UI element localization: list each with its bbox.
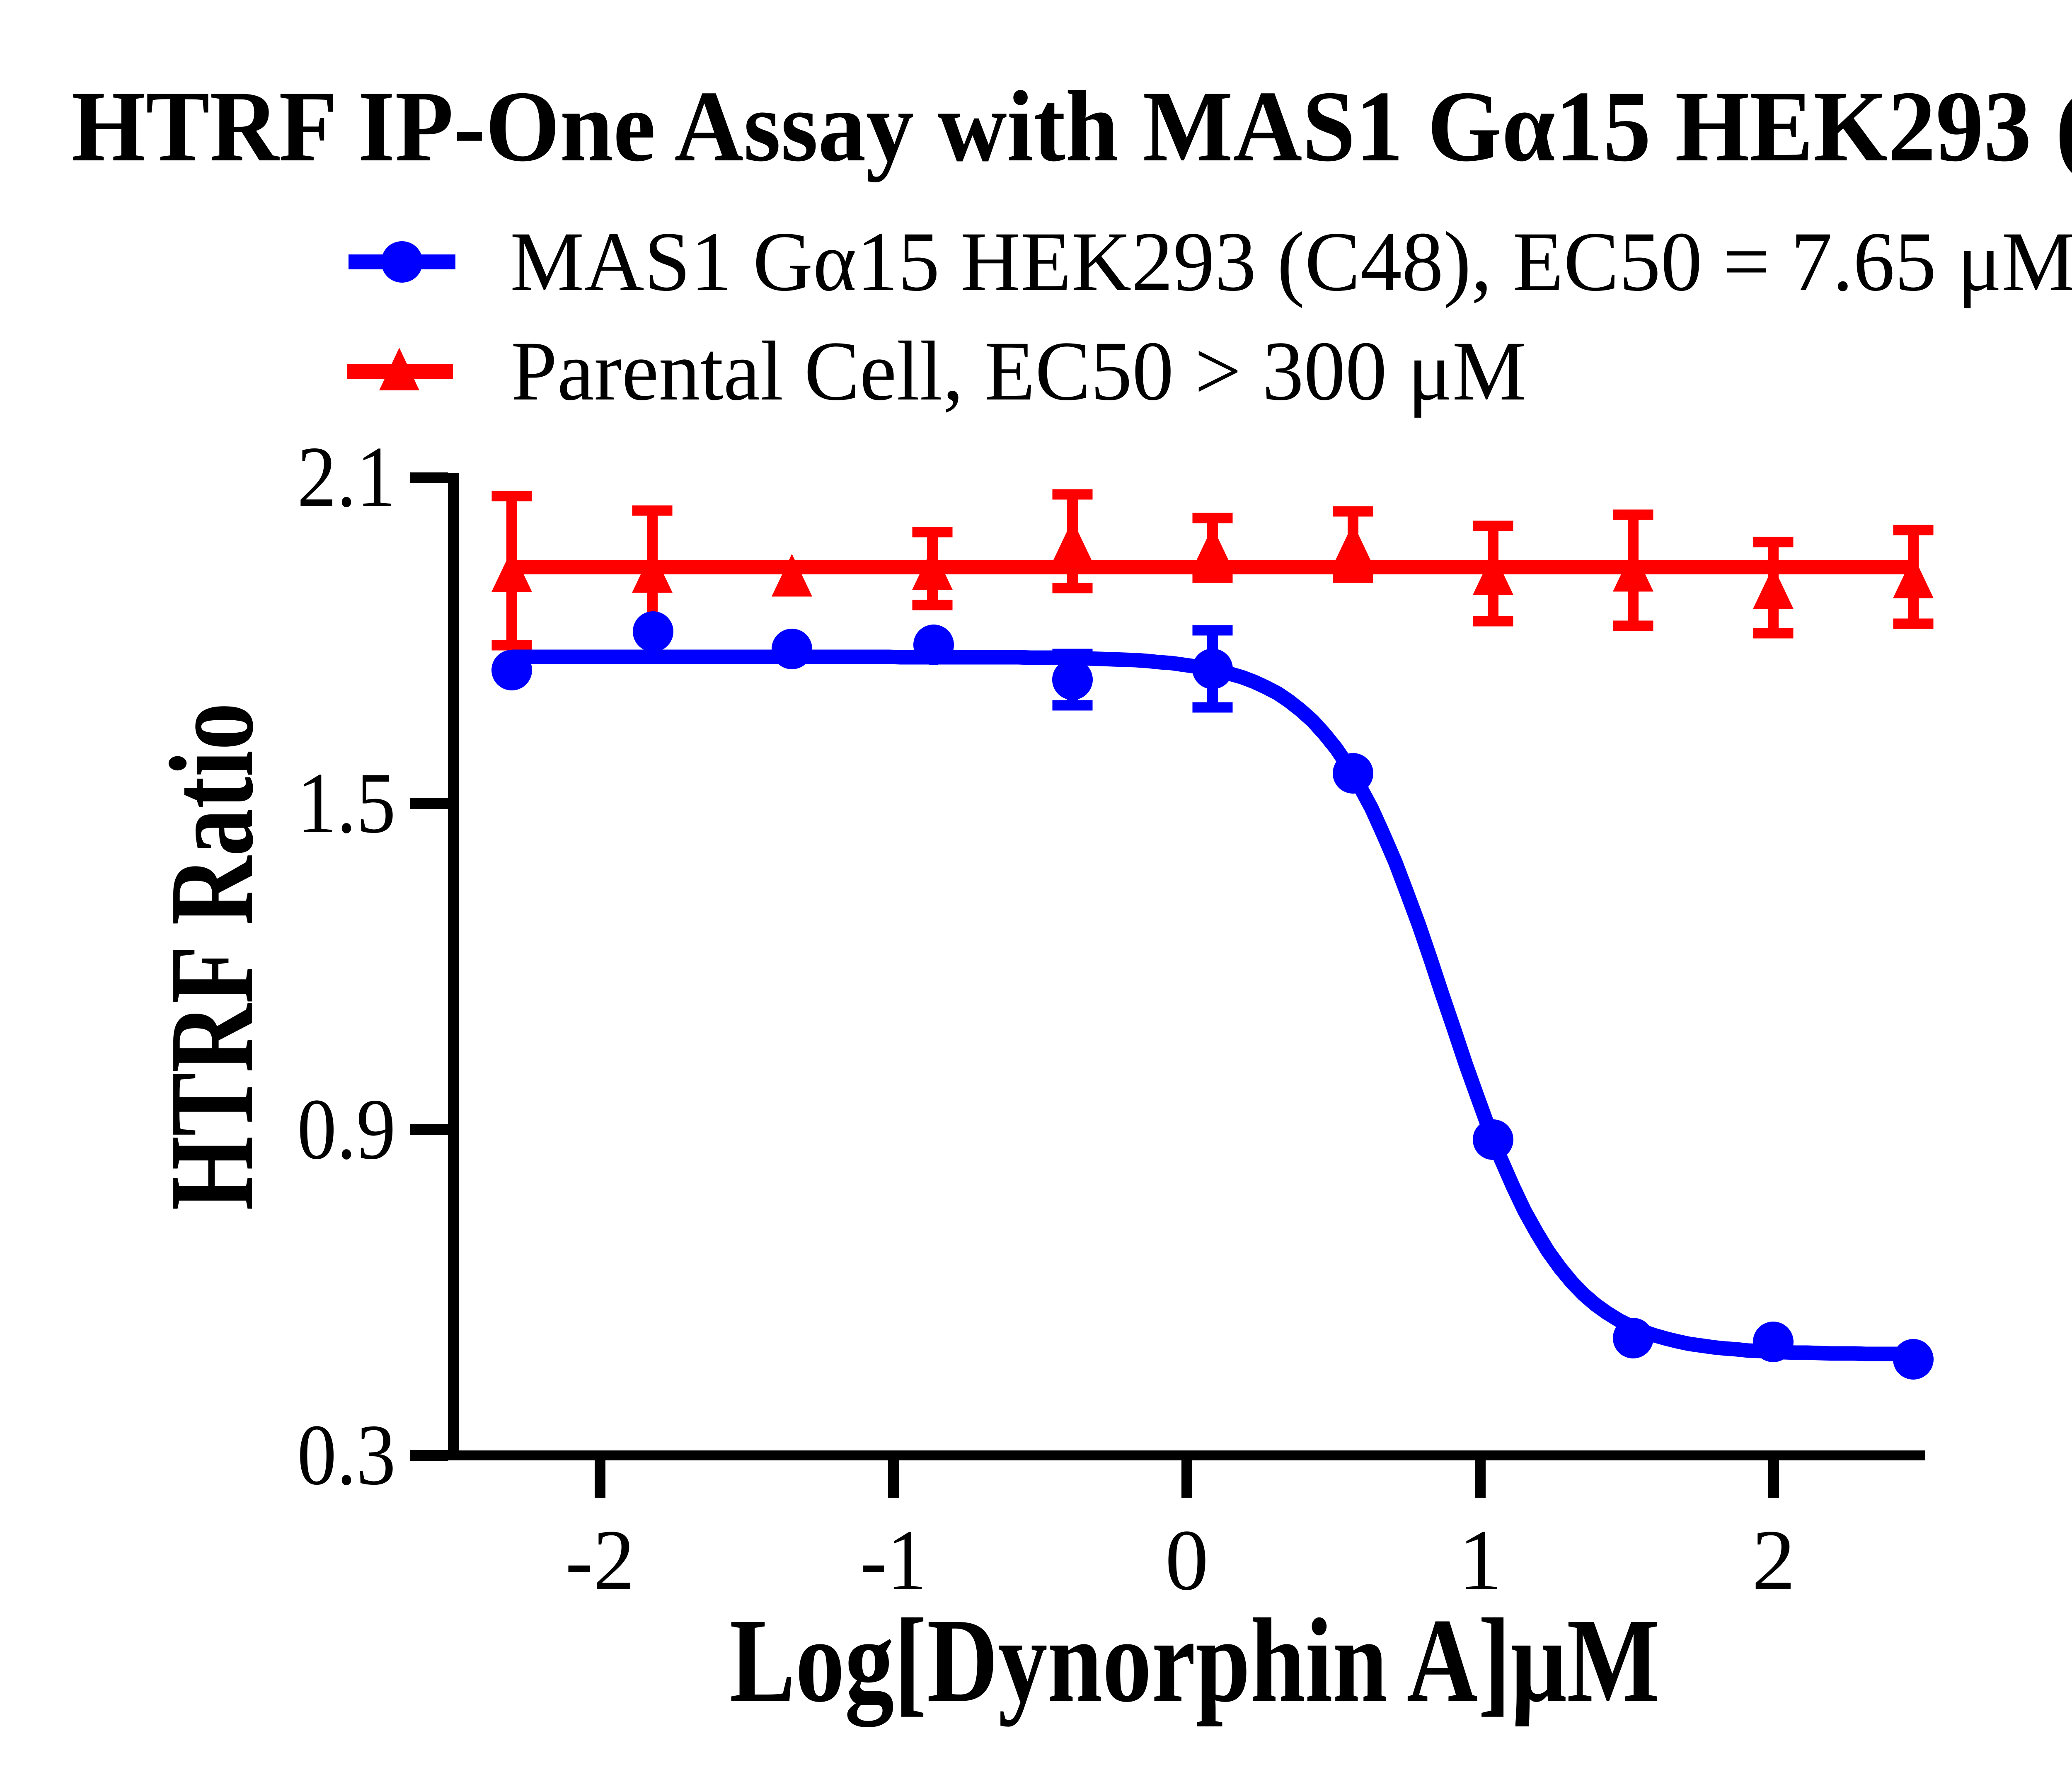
svg-text:HTRF IP-One Assay with MAS1 Gα: HTRF IP-One Assay with MAS1 Gα15 HEK293 …: [71, 70, 2072, 182]
svg-text:2: 2: [1752, 1512, 1796, 1608]
svg-text:0.3: 0.3: [297, 1407, 396, 1503]
svg-text:HTRF Ratio: HTRF Ratio: [145, 703, 278, 1210]
svg-text:1.5: 1.5: [297, 755, 396, 851]
svg-text:0.9: 0.9: [297, 1081, 396, 1177]
svg-text:Parental Cell, EC50 > 300 μM: Parental Cell, EC50 > 300 μM: [511, 324, 1526, 418]
svg-text:1: 1: [1459, 1512, 1502, 1608]
svg-text:MAS1 Gα15 HEK293 (C48), EC50 =: MAS1 Gα15 HEK293 (C48), EC50 = 7.65 μM: [510, 215, 2072, 309]
svg-text:2.1: 2.1: [297, 429, 396, 525]
svg-text:-2: -2: [565, 1512, 635, 1608]
svg-text:Log[Dynorphin A]μM: Log[Dynorphin A]μM: [730, 1594, 1660, 1729]
svg-text:0: 0: [1165, 1512, 1209, 1608]
svg-text:-1: -1: [860, 1512, 927, 1608]
